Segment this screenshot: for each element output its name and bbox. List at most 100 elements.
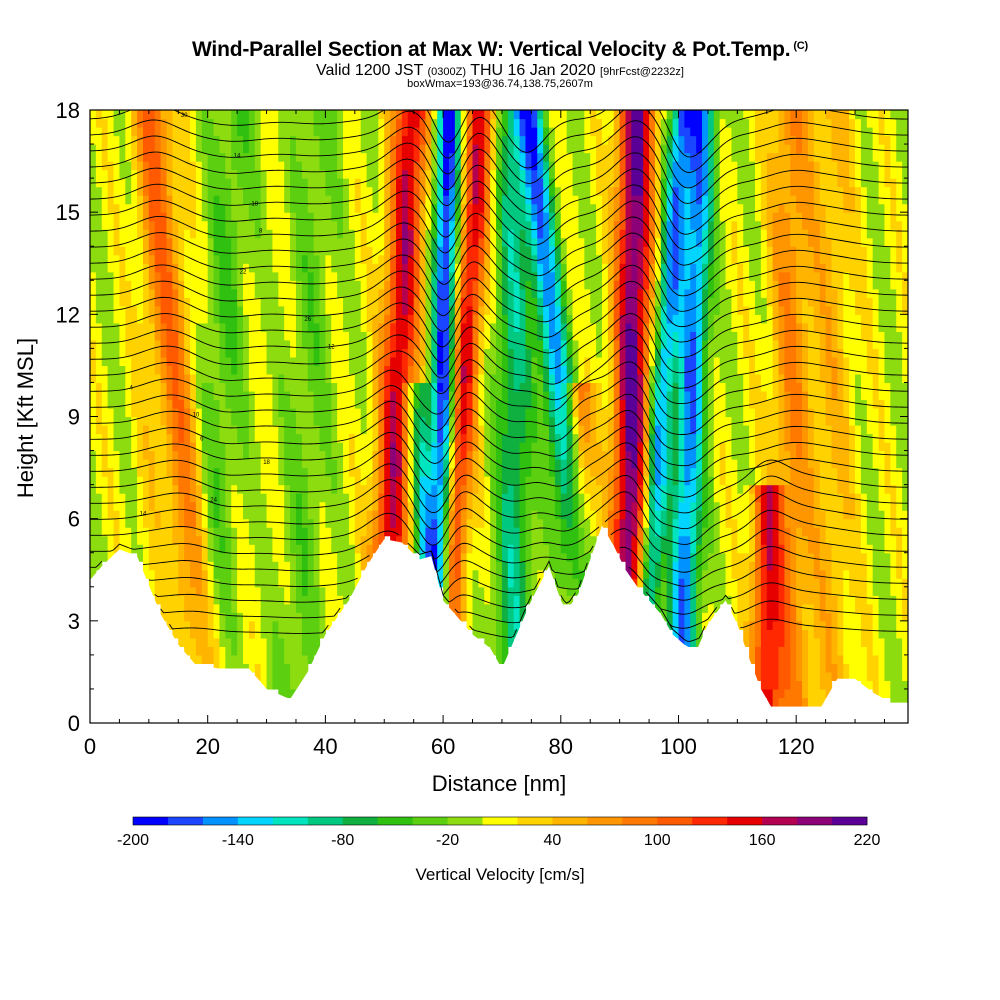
velocity-cell [201,203,209,213]
velocity-cell [278,161,285,171]
velocity-cell [154,527,162,537]
velocity-cell [372,246,379,256]
velocity-cell [131,467,138,477]
velocity-cell [131,365,138,375]
velocity-cell [137,118,144,128]
velocity-cell [307,220,315,230]
velocity-cell [407,501,415,511]
velocity-cell [278,629,285,639]
velocity-cell [278,680,285,690]
velocity-cell [319,561,326,571]
velocity-cell [113,118,121,128]
velocity-cell [219,561,226,571]
velocity-cell [419,237,427,247]
velocity-cell [460,501,468,511]
velocity-cell [301,110,309,120]
velocity-cell [225,637,232,647]
velocity-cell [496,612,503,622]
velocity-cell [401,178,409,188]
velocity-cell [507,510,515,520]
velocity-cell [372,178,379,188]
velocity-cell [431,373,438,384]
velocity-cell [148,322,156,332]
velocity-cell [125,484,132,494]
velocity-cell [184,203,191,213]
velocity-cell [172,476,179,486]
velocity-cell [437,152,444,162]
velocity-cell [425,450,432,460]
velocity-cell [301,416,309,426]
velocity-cell [231,578,238,588]
velocity-cell [313,561,321,571]
velocity-cell [195,169,203,179]
velocity-cell [213,595,221,605]
velocity-cell [201,365,209,375]
velocity-cell [160,110,168,120]
velocity-cell [237,569,244,579]
velocity-cell [213,535,221,545]
velocity-cell [137,510,144,520]
velocity-cell [119,535,126,545]
velocity-cell [184,407,191,418]
velocity-cell [543,195,550,205]
velocity-cell [301,518,309,528]
velocity-cell [543,229,550,239]
velocity-cell [484,527,491,537]
velocity-cell [119,152,126,162]
velocity-cell [154,246,162,256]
velocity-cell [419,339,427,349]
velocity-cell [190,212,197,222]
velocity-cell [549,212,556,222]
velocity-cell [549,118,556,128]
velocity-cell [566,467,574,477]
velocity-cell [454,407,462,418]
velocity-cell [484,493,491,503]
velocity-cell [290,365,297,375]
velocity-cell [543,544,550,554]
velocity-cell [107,246,115,256]
velocity-cell [125,161,132,171]
velocity-cell [142,271,150,281]
velocity-cell [290,220,297,230]
velocity-cell [454,288,462,298]
velocity-cell [290,527,297,537]
velocity-cell [243,161,250,171]
velocity-cell [237,237,244,247]
velocity-cell [225,229,232,239]
velocity-cell [348,331,356,341]
velocity-cell [431,331,438,341]
velocity-cell [243,110,250,120]
velocity-cell [243,331,250,341]
velocity-cell [419,305,427,315]
velocity-cell [148,433,156,443]
velocity-cell [348,552,356,562]
velocity-cell [460,390,468,401]
velocity-cell [425,288,432,298]
velocity-cell [184,493,191,503]
velocity-cell [331,314,338,324]
velocity-cell [319,586,326,596]
velocity-cell [237,229,244,239]
velocity-cell [237,425,244,435]
velocity-cell [166,552,173,562]
velocity-cell [225,110,232,120]
velocity-cell [525,365,532,375]
velocity-cell [260,348,268,358]
velocity-cell [507,450,515,460]
velocity-cell [137,390,144,401]
velocity-cell [366,271,374,281]
velocity-cell [278,178,285,188]
velocity-cell [507,280,515,290]
velocity-cell [490,476,497,486]
velocity-cell [248,527,256,537]
velocity-cell [142,476,150,486]
velocity-cell [537,476,544,486]
velocity-cell [278,561,285,571]
velocity-cell [537,510,544,520]
velocity-cell [201,195,209,205]
velocity-cell [290,297,297,307]
velocity-cell [513,169,521,179]
velocity-cell [501,297,509,307]
velocity-cell [501,629,509,639]
velocity-cell [137,407,144,418]
